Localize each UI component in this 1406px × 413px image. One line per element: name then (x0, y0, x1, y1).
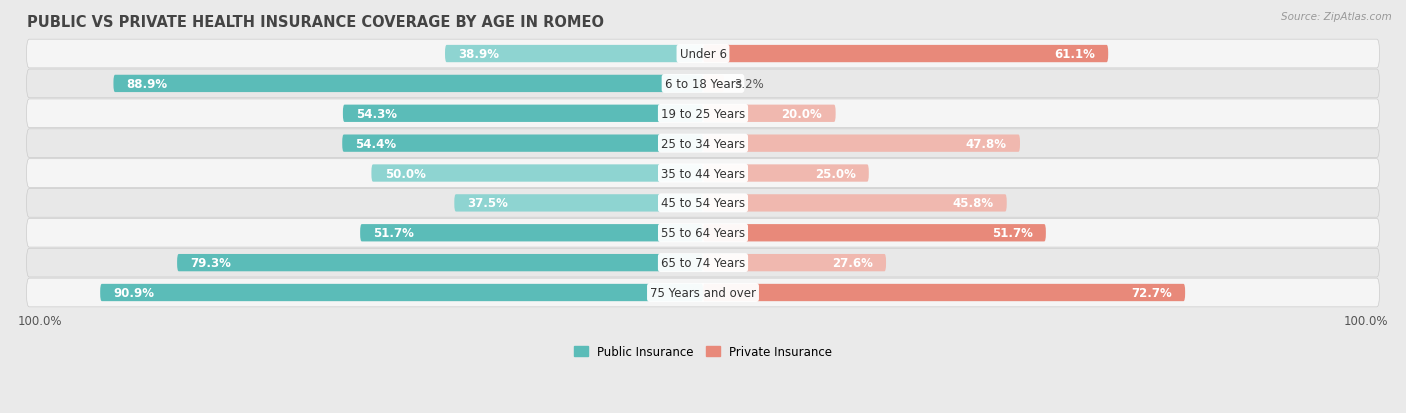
Text: 3.2%: 3.2% (734, 78, 763, 91)
Text: 51.7%: 51.7% (991, 227, 1032, 240)
Text: 47.8%: 47.8% (966, 137, 1007, 150)
Text: 79.3%: 79.3% (190, 256, 231, 269)
Text: 45 to 54 Years: 45 to 54 Years (661, 197, 745, 210)
FancyBboxPatch shape (703, 225, 1046, 242)
FancyBboxPatch shape (100, 284, 703, 301)
Text: 90.9%: 90.9% (114, 286, 155, 299)
FancyBboxPatch shape (27, 100, 1379, 128)
FancyBboxPatch shape (27, 189, 1379, 218)
FancyBboxPatch shape (454, 195, 703, 212)
FancyBboxPatch shape (27, 219, 1379, 247)
FancyBboxPatch shape (703, 165, 869, 182)
Text: 25 to 34 Years: 25 to 34 Years (661, 137, 745, 150)
FancyBboxPatch shape (27, 40, 1379, 69)
FancyBboxPatch shape (360, 225, 703, 242)
Text: 6 to 18 Years: 6 to 18 Years (665, 78, 741, 91)
FancyBboxPatch shape (177, 254, 703, 272)
Text: 75 Years and over: 75 Years and over (650, 286, 756, 299)
Text: PUBLIC VS PRIVATE HEALTH INSURANCE COVERAGE BY AGE IN ROMEO: PUBLIC VS PRIVATE HEALTH INSURANCE COVER… (27, 15, 603, 30)
Text: Source: ZipAtlas.com: Source: ZipAtlas.com (1281, 12, 1392, 22)
FancyBboxPatch shape (27, 278, 1379, 307)
Text: 61.1%: 61.1% (1054, 48, 1095, 61)
FancyBboxPatch shape (27, 70, 1379, 99)
FancyBboxPatch shape (703, 135, 1019, 152)
Text: 54.3%: 54.3% (356, 107, 396, 121)
Text: 72.7%: 72.7% (1130, 286, 1171, 299)
Legend: Public Insurance, Private Insurance: Public Insurance, Private Insurance (569, 341, 837, 363)
Text: 55 to 64 Years: 55 to 64 Years (661, 227, 745, 240)
Text: 54.4%: 54.4% (356, 137, 396, 150)
Text: 45.8%: 45.8% (952, 197, 994, 210)
Text: 27.6%: 27.6% (832, 256, 873, 269)
Text: 37.5%: 37.5% (468, 197, 509, 210)
FancyBboxPatch shape (703, 284, 1185, 301)
FancyBboxPatch shape (446, 46, 703, 63)
FancyBboxPatch shape (114, 76, 703, 93)
Text: 65 to 74 Years: 65 to 74 Years (661, 256, 745, 269)
Text: 25.0%: 25.0% (814, 167, 855, 180)
Text: 88.9%: 88.9% (127, 78, 167, 91)
Text: 51.7%: 51.7% (374, 227, 415, 240)
FancyBboxPatch shape (342, 135, 703, 152)
FancyBboxPatch shape (27, 159, 1379, 188)
Text: 38.9%: 38.9% (458, 48, 499, 61)
FancyBboxPatch shape (703, 105, 835, 123)
FancyBboxPatch shape (703, 195, 1007, 212)
Text: Under 6: Under 6 (679, 48, 727, 61)
FancyBboxPatch shape (27, 249, 1379, 277)
FancyBboxPatch shape (703, 76, 724, 93)
FancyBboxPatch shape (27, 130, 1379, 158)
FancyBboxPatch shape (703, 46, 1108, 63)
FancyBboxPatch shape (343, 105, 703, 123)
Text: 20.0%: 20.0% (782, 107, 823, 121)
FancyBboxPatch shape (703, 254, 886, 272)
Text: 35 to 44 Years: 35 to 44 Years (661, 167, 745, 180)
Text: 19 to 25 Years: 19 to 25 Years (661, 107, 745, 121)
Text: 50.0%: 50.0% (385, 167, 426, 180)
FancyBboxPatch shape (371, 165, 703, 182)
